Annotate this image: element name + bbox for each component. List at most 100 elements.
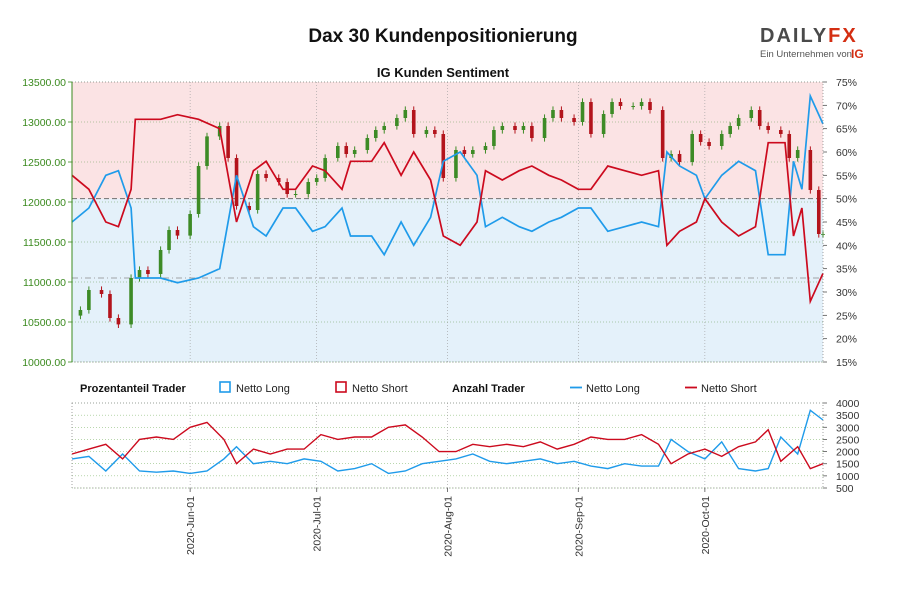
candle-body (521, 126, 526, 130)
date-axis: 2020-Jun-01 2020-Jul-01 2020-Aug-01 2020-Se… (185, 488, 712, 557)
percent-axis: 75% 70% 65% 60% 55% 50% 45% 40% 35% 30% 25% 20% 15% (823, 77, 857, 369)
candle-body (255, 174, 260, 210)
candle-body (352, 150, 357, 154)
percent-tick-label: 70% (836, 100, 857, 112)
candle-body (293, 194, 298, 195)
date-tick-label: 2020-Jun-01 (185, 496, 197, 555)
percent-tick-label: 20% (836, 334, 857, 346)
candle-body (205, 136, 209, 166)
candle-body (116, 318, 121, 325)
candle-body (226, 126, 230, 158)
ig-logo: IG (851, 47, 864, 61)
logo-fx: FX (828, 25, 858, 47)
percent-tick-label: 30% (836, 287, 857, 299)
date-tick-label: 2020-Jul-01 (312, 496, 324, 552)
candle-body (78, 310, 83, 316)
candle-body (137, 270, 142, 278)
candle-body (601, 114, 606, 134)
candle-body (471, 150, 475, 154)
candle-body (492, 130, 496, 146)
candle-body (382, 126, 387, 130)
candle-body (129, 278, 133, 325)
date-tick-label: 2020-Sep-01 (573, 496, 585, 557)
logo-brand: DAILYFX (760, 25, 858, 47)
legend: Prozentanteil Trader Netto Long Netto Sh… (80, 381, 757, 395)
candle-body (411, 110, 416, 134)
candle-body (816, 190, 821, 234)
candle-body (234, 158, 239, 206)
candle-body (736, 118, 741, 126)
percent-tick-label: 45% (836, 217, 857, 229)
candle-body (99, 290, 104, 294)
candle-body (631, 106, 635, 107)
candle-body (572, 118, 576, 122)
candle-body (610, 102, 614, 114)
candle-body (247, 206, 252, 210)
candle-body (530, 126, 534, 138)
legend-count-short: Netto Short (701, 383, 757, 395)
candle-body (108, 294, 112, 318)
candle-body (87, 290, 91, 310)
candle-body (188, 214, 192, 236)
price-tick-label: 13000.00 (22, 117, 66, 129)
candle-body (373, 130, 378, 138)
candle-body (707, 142, 711, 146)
candle-body (175, 230, 180, 236)
candle-body (690, 134, 695, 162)
pct-long-line (71, 92, 824, 284)
candle-body (589, 102, 593, 134)
percent-tick-label: 35% (836, 264, 857, 276)
candle-body (500, 126, 505, 130)
logo-daily: DAILY (760, 25, 828, 47)
candle-body (264, 174, 268, 178)
candle-body (306, 182, 311, 194)
candle-body (542, 118, 547, 138)
logo-tagline: Ein Unternehmen von (760, 49, 852, 60)
count-short-line (71, 421, 824, 470)
page-title: Dax 30 Kundenpositionierung (308, 26, 577, 47)
candle-body (618, 102, 623, 106)
candle-body (513, 126, 517, 130)
candle-body (580, 102, 585, 122)
price-sentiment-panel: 13500.00 13000.00 12500.00 12000.00 11500.00… (22, 77, 857, 369)
candle-body (795, 150, 800, 158)
price-tick-label: 13500.00 (22, 77, 66, 89)
legend-pct-short-swatch (335, 381, 347, 393)
candle-body (167, 230, 171, 250)
candle-body (677, 154, 682, 162)
count-tick-label: 1500 (836, 459, 860, 471)
price-candles (78, 98, 825, 328)
percent-tick-label: 60% (836, 147, 857, 159)
candle-body (433, 130, 437, 134)
legend-pct-long-swatch (219, 381, 231, 393)
count-long-line (71, 409, 824, 475)
candle-body (276, 178, 281, 182)
candle-body (395, 118, 399, 126)
date-tick-label: 2020-Aug-01 (443, 496, 455, 557)
candle-body (403, 110, 408, 118)
candle-body (454, 150, 458, 178)
price-tick-label: 11000.00 (23, 277, 66, 289)
sub-panel-frame (71, 402, 824, 489)
candle-body (551, 110, 555, 118)
candle-body (719, 134, 724, 146)
price-tick-label: 11500.00 (23, 237, 66, 249)
candle-body (698, 134, 703, 142)
legend-pct-short: Netto Short (352, 383, 408, 395)
candle-body (441, 134, 446, 178)
count-tick-label: 1000 (836, 471, 860, 483)
candle-body (344, 146, 349, 154)
price-axis: 13500.00 13000.00 12500.00 12000.00 11500.00… (22, 77, 73, 369)
candle-body (728, 126, 732, 134)
price-tick-label: 12000.00 (22, 197, 66, 209)
legend-count-title: Anzahl Trader (452, 383, 525, 395)
count-tick-label: 500 (836, 483, 854, 495)
candle-body (808, 150, 813, 190)
percent-tick-label: 65% (836, 124, 857, 136)
count-tick-label: 3000 (836, 422, 860, 434)
price-tick-label: 12500.00 (22, 157, 66, 169)
candle-body (314, 178, 319, 182)
candle-body (336, 146, 340, 158)
